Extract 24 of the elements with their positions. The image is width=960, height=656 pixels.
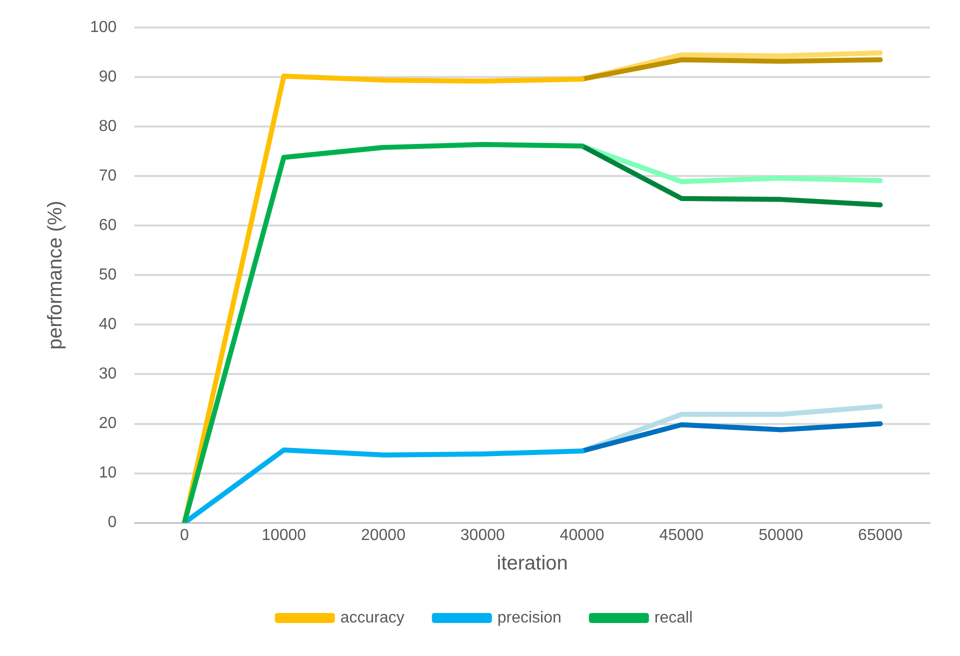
y-tick-label: 80	[98, 118, 117, 136]
y-tick-label: 90	[98, 68, 117, 86]
x-axis-title: iteration	[496, 552, 568, 575]
x-tick-label: 10000	[262, 526, 306, 544]
y-tick-label: 30	[98, 366, 117, 383]
y-tick-label: 50	[98, 266, 117, 284]
y-tick-label: 0	[108, 514, 117, 532]
y-tick-label: 10	[98, 464, 117, 482]
y-tick-label: 60	[98, 217, 117, 234]
legend-label: recall	[654, 609, 693, 626]
x-tick-label: 65000	[858, 526, 903, 544]
y-tick-label: 20	[98, 415, 117, 432]
x-tick-label: 0	[180, 526, 189, 544]
legend-label: accuracy	[340, 609, 404, 626]
x-tick-label: 30000	[460, 526, 505, 544]
y-tick-label: 100	[90, 19, 117, 36]
x-tick-label: 40000	[560, 526, 604, 544]
x-tick-label: 50000	[758, 526, 804, 544]
y-axis-title: performance (%)	[44, 200, 67, 350]
legend-label: precision	[497, 609, 562, 626]
y-tick-label: 70	[98, 168, 117, 185]
x-tick-label: 45000	[659, 526, 704, 544]
x-tick-label: 20000	[360, 526, 406, 544]
y-tick-label: 40	[98, 316, 117, 334]
